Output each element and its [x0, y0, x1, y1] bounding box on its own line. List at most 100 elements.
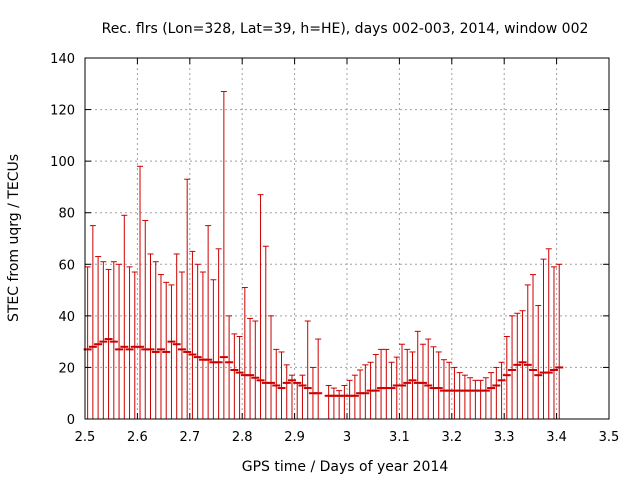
- error-bar: [277, 351, 286, 419]
- error-bar: [287, 374, 296, 419]
- error-bar: [476, 379, 485, 419]
- error-bar: [377, 348, 386, 419]
- x-tick-label: 2.8: [232, 430, 253, 445]
- error-bar: [303, 320, 312, 419]
- y-tick-label: 100: [50, 155, 75, 170]
- error-bar: [434, 351, 443, 419]
- error-bar: [502, 335, 511, 419]
- error-bar: [219, 91, 228, 419]
- x-tick-label: 2.5: [75, 430, 96, 445]
- error-bar: [251, 320, 260, 419]
- error-bar: [371, 354, 380, 419]
- error-bar: [298, 374, 307, 419]
- error-bar: [209, 279, 218, 419]
- error-bar: [88, 225, 97, 419]
- error-bar: [261, 245, 270, 419]
- error-bar: [125, 266, 134, 419]
- error-bar: [429, 346, 438, 419]
- error-bar: [487, 372, 496, 419]
- error-bar: [513, 312, 522, 419]
- error-bar: [492, 366, 501, 419]
- error-bar: [225, 315, 234, 419]
- error-bar: [408, 351, 417, 419]
- error-bar: [193, 263, 202, 419]
- y-tick-label: 60: [58, 258, 75, 273]
- error-bar: [361, 364, 370, 419]
- x-tick-label: 3.1: [389, 430, 410, 445]
- error-bar: [115, 263, 124, 419]
- error-bar: [162, 281, 171, 419]
- x-tick-label: 2.6: [127, 430, 148, 445]
- x-axis-label: GPS time / Days of year 2014: [242, 459, 449, 475]
- error-bar: [466, 377, 475, 419]
- error-bar: [356, 369, 365, 419]
- error-bar: [403, 348, 412, 419]
- error-bar: [99, 261, 108, 419]
- error-bar: [282, 364, 291, 419]
- grid-lines: [85, 58, 609, 419]
- error-bar: [508, 315, 517, 419]
- y-tick-label: 120: [50, 104, 75, 119]
- error-bar: [497, 361, 506, 419]
- error-bar: [177, 271, 186, 419]
- error-bar: [539, 258, 548, 419]
- error-bar: [398, 343, 407, 419]
- x-tick-label: 3.5: [599, 430, 620, 445]
- error-bar: [324, 384, 333, 419]
- y-tick-label: 0: [67, 413, 75, 428]
- error-bar: [230, 333, 239, 419]
- error-bar: [555, 263, 564, 419]
- error-bar: [172, 253, 181, 419]
- error-bar: [256, 194, 265, 419]
- y-axis-label: STEC from uqrg / TECUs: [6, 154, 22, 322]
- error-bar: [188, 250, 197, 419]
- error-bar: [120, 214, 129, 419]
- data-series: [83, 91, 564, 419]
- error-bar: [350, 374, 359, 419]
- error-bar: [534, 305, 543, 419]
- error-bar: [267, 315, 276, 419]
- error-bar: [94, 256, 103, 419]
- y-tick-label: 80: [58, 207, 75, 222]
- error-bar: [387, 361, 396, 419]
- error-bar: [439, 359, 448, 419]
- error-bar: [151, 261, 160, 419]
- chart-title: Rec. flrs (Lon=328, Lat=39, h=HE), days …: [102, 21, 589, 37]
- x-tick-label: 3.4: [546, 430, 567, 445]
- x-tick-label: 3: [343, 430, 351, 445]
- error-bar: [471, 379, 480, 419]
- error-bar: [183, 178, 192, 419]
- error-bar: [544, 248, 553, 419]
- error-bar: [214, 248, 223, 419]
- error-bar: [246, 317, 255, 419]
- error-bar: [272, 348, 281, 419]
- x-tick-label: 3.2: [441, 430, 462, 445]
- error-bar: [141, 219, 150, 419]
- error-bar: [418, 343, 427, 419]
- error-bar: [146, 253, 155, 419]
- error-bar: [136, 165, 145, 419]
- error-bar: [549, 266, 558, 419]
- error-bar: [518, 310, 527, 419]
- error-bar: [198, 271, 207, 419]
- error-bar: [204, 225, 213, 419]
- x-tick-label: 2.7: [179, 430, 200, 445]
- axis-ticks: 2.5 2.6 2.7 2.8 2.9 3 3.1 3.2 3.3 3.4 3.5 0 20 40 60 80…: [50, 52, 619, 445]
- error-bar: [104, 268, 113, 419]
- error-bar: [382, 348, 391, 419]
- error-bar: [293, 381, 302, 419]
- error-bar: [329, 387, 338, 419]
- x-tick-label: 2.9: [284, 430, 305, 445]
- error-bar: [156, 274, 165, 419]
- error-bar: [109, 261, 118, 419]
- error-bar: [424, 338, 433, 419]
- x-tick-label: 3.3: [494, 430, 515, 445]
- y-tick-label: 40: [58, 310, 75, 325]
- error-bar: [167, 284, 176, 419]
- y-tick-label: 140: [50, 52, 75, 67]
- error-bar: [523, 284, 532, 419]
- error-bar: [235, 335, 244, 419]
- error-bar: [460, 374, 469, 419]
- error-bar: [455, 372, 464, 419]
